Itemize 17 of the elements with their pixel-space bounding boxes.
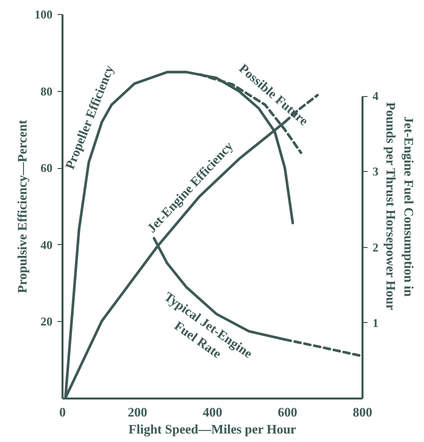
- y-tick-label: 60: [40, 161, 52, 176]
- y2-tick-label: 1: [372, 316, 378, 330]
- y-tick-label: 100: [34, 8, 52, 22]
- x-tick-label: 400: [202, 404, 222, 420]
- x-tick-label: 0: [59, 404, 66, 420]
- y2-axis-title: Jet-Engine Fuel Consumption in Pounds per Thrust Horsepower Hour: [384, 102, 416, 310]
- x-tick-label: 800: [352, 404, 372, 420]
- y2-tick-label: 4: [372, 89, 378, 104]
- y-tick-label: 80: [40, 84, 52, 98]
- x-tick-label: 600: [278, 404, 298, 420]
- y-tick-label: 20: [40, 314, 52, 329]
- y2-tick-label: 2: [372, 240, 378, 254]
- y2-tick-label: 3: [372, 164, 378, 179]
- y-tick-label: 40: [40, 238, 52, 252]
- x-axis-title: Flight Speed—Miles per Hour: [128, 422, 296, 436]
- x-tick-label: 200: [128, 404, 148, 420]
- y-axis-title: Propulsive Efficiency—Percent: [14, 119, 30, 294]
